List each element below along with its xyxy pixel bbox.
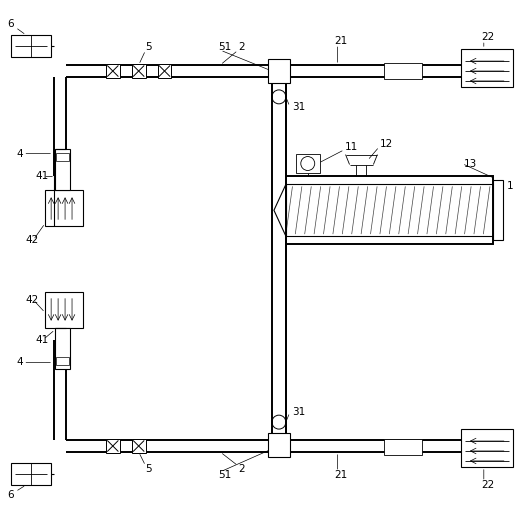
Bar [56, 357, 69, 365]
Text: 42: 42 [25, 295, 38, 305]
Text: 1: 1 [507, 181, 513, 191]
Text: 5: 5 [146, 42, 152, 52]
Text: 51: 51 [218, 42, 231, 52]
Text: 21: 21 [335, 36, 348, 46]
Text: 2: 2 [238, 42, 245, 52]
Text: 4: 4 [16, 149, 23, 159]
Text: 6: 6 [7, 490, 14, 500]
Bar [12, 463, 51, 485]
Text: 21: 21 [335, 470, 348, 480]
Text: 22: 22 [481, 32, 494, 42]
Text: 11: 11 [345, 141, 358, 152]
Bar [385, 63, 422, 79]
Bar [55, 327, 70, 369]
Bar [132, 439, 146, 453]
Bar [286, 184, 493, 236]
Text: 12: 12 [379, 139, 392, 149]
Bar [461, 49, 513, 87]
Bar [158, 64, 171, 78]
Bar [461, 429, 513, 467]
Bar [55, 149, 70, 191]
Bar [385, 439, 422, 455]
Bar [268, 59, 290, 83]
Bar [106, 64, 120, 78]
Bar [493, 180, 503, 240]
Bar [45, 191, 83, 226]
Text: 4: 4 [16, 357, 23, 367]
Bar [132, 64, 146, 78]
Text: 31: 31 [292, 102, 305, 112]
Text: 41: 41 [35, 171, 48, 181]
Text: 51: 51 [218, 470, 231, 480]
Text: 41: 41 [35, 335, 48, 344]
Bar [286, 177, 493, 244]
Text: 22: 22 [481, 480, 494, 490]
Bar [296, 153, 320, 174]
Text: 6: 6 [7, 19, 14, 29]
Bar [106, 439, 120, 453]
Text: 13: 13 [464, 159, 477, 168]
Text: 5: 5 [146, 464, 152, 474]
Text: 2: 2 [238, 464, 245, 474]
Polygon shape [274, 184, 286, 236]
Bar [56, 153, 69, 161]
Bar [268, 433, 290, 457]
Text: 42: 42 [25, 235, 38, 245]
Bar [45, 292, 83, 327]
Text: 31: 31 [292, 407, 305, 417]
Bar [12, 35, 51, 57]
